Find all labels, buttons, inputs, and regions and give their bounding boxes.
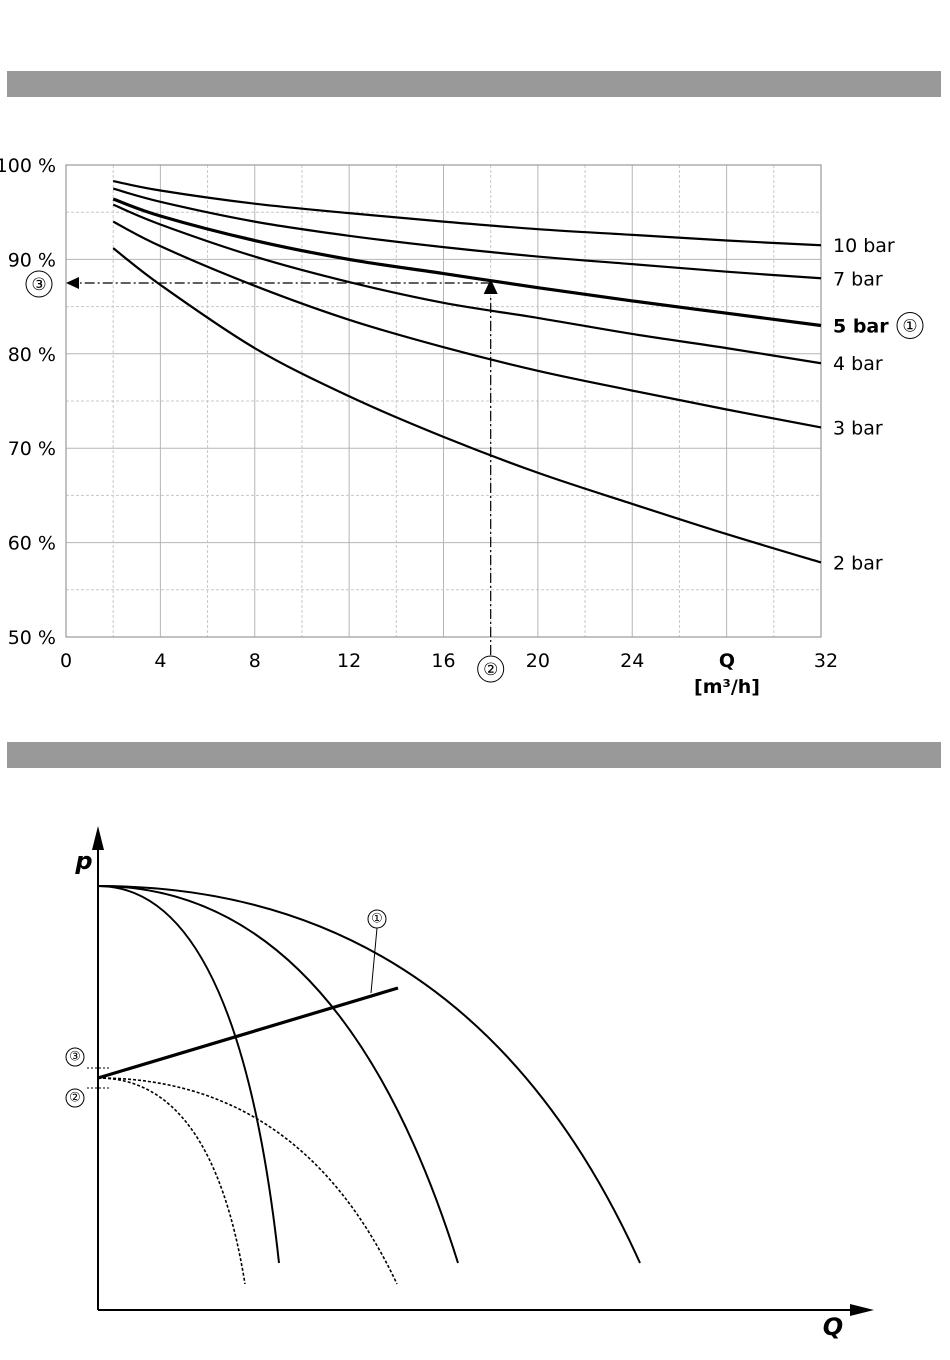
curve-3-bar: [112, 220, 822, 429]
dashed-curve-1: [97, 1077, 246, 1285]
x-tick-label: 4: [154, 650, 166, 672]
q-axis-title: Q: [823, 1313, 843, 1341]
series-label-4-bar: 4 bar: [833, 353, 883, 375]
x-tick-label: 32: [814, 650, 838, 672]
series-label-10-bar: 10 bar: [833, 235, 895, 257]
x-tick-label: 12: [337, 650, 361, 672]
marker-2: ②: [69, 1091, 81, 1106]
x-tick-label: 24: [620, 650, 644, 672]
series-label-7-bar: 7 bar: [833, 268, 883, 290]
y-axis-tick-labels: 100 % 90 % 80 % 70 % 60 % 50 %: [0, 155, 56, 649]
x-tick-label: 8: [249, 650, 261, 672]
curve-5-bar: [112, 197, 822, 328]
plot-frame: [65, 164, 822, 638]
pump-curve-2: [97, 885, 459, 1264]
x-axis-tick-labels: 0 4 8 12 16 20 24 32: [60, 650, 838, 672]
dashed-curve-2: [97, 1077, 398, 1285]
x-tick-label: 0: [60, 650, 72, 672]
callout-leader-1: [370, 927, 378, 994]
annotation-marker-2: ②: [483, 660, 498, 680]
marker-3-circle: [65, 1047, 85, 1067]
series-label-5-bar: 5 bar: [833, 315, 889, 337]
system-line: [97, 986, 399, 1080]
marker-1-circle: [896, 311, 924, 339]
series-label-2-bar: 2 bar: [833, 552, 883, 574]
marker-3: ③: [69, 1050, 81, 1065]
y-tick-label: 60 %: [8, 533, 56, 555]
horizontal-guide-arrow: [66, 277, 79, 289]
marker-1-circle: [367, 909, 387, 929]
curve-4-bar: [112, 203, 822, 365]
y-tick-label: 90 %: [8, 249, 56, 271]
section-header-bar-top: [7, 71, 941, 97]
curve-2-bar: [112, 247, 822, 564]
series-labels: 10 bar 7 bar 5 bar ① 4 bar 3 bar 2 bar: [833, 235, 924, 574]
annotation-marker-3: ③: [31, 275, 46, 295]
x-tick-label: 16: [431, 650, 455, 672]
q-axis-arrow: [850, 1304, 874, 1316]
curve-7-bar: [112, 187, 822, 280]
pump-curve-1: [97, 885, 280, 1264]
y-tick-label: 100 %: [0, 155, 56, 177]
curve-10-bar: [112, 179, 822, 247]
y-tick-label: 50 %: [8, 627, 56, 649]
pump-curve-3: [97, 885, 641, 1264]
marker-2-circle: [65, 1088, 85, 1108]
x-axis-title: Q: [719, 650, 735, 672]
p-axis-title: p: [74, 847, 92, 875]
p-axis-arrow: [92, 826, 104, 850]
series-label-3-bar: 3 bar: [833, 417, 883, 439]
marker-3-circle: [25, 270, 53, 298]
marker-1: ①: [371, 912, 383, 927]
marker-2-circle: [477, 655, 505, 683]
y-tick-label: 70 %: [8, 438, 56, 460]
vertical-guide-arrow: [483, 279, 498, 294]
chart-curves: [112, 179, 822, 564]
section-header-bar-middle: [7, 742, 941, 768]
efficiency-chart: 100 %90 %80 %70 %60 %50 % 0 4 8 12 16 20 24 32 …: [0, 155, 924, 698]
x-tick-label: 20: [526, 650, 550, 672]
y-tick-label: 80 %: [8, 344, 56, 366]
x-axis-unit: [m³/h]: [694, 676, 760, 698]
guide-lines: ②③: [25, 270, 505, 683]
series-marker-1: ①: [902, 316, 917, 336]
